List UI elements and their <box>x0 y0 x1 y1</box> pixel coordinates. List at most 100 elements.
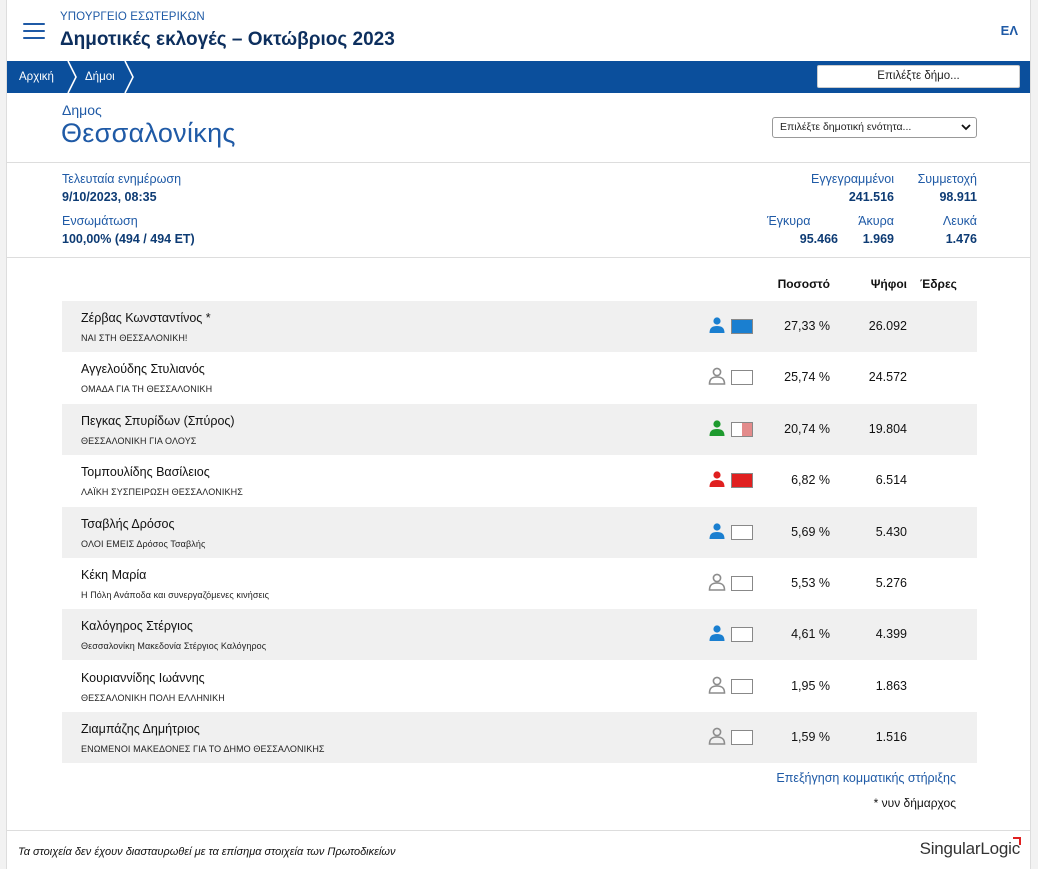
ministry-label: ΥΠΟΥΡΓΕΙΟ ΕΣΩΤΕΡΙΚΩΝ <box>60 11 205 23</box>
integration-label: Ενσωμάτωση <box>62 214 138 228</box>
candidate-list-name: ΕΝΩΜΕΝΟΙ ΜΑΚΕΔΟΝΕΣ ΓΙΑ ΤΟ ΔΗΜΟ ΘΕΣΣΑΛΟΝΙ… <box>81 744 325 754</box>
logo-text: SingularLogic <box>919 839 1021 858</box>
page: ΥΠΟΥΡΓΕΙΟ ΕΣΩΤΕΡΙΚΩΝ Δημοτικές εκλογές –… <box>6 0 1031 869</box>
party-support-swatch <box>731 679 753 694</box>
chevron-right-icon <box>124 61 134 93</box>
candidate-percent: 6,82 % <box>791 473 830 487</box>
invalid-label: Άκυρα <box>858 214 894 228</box>
candidate-votes: 5.430 <box>875 525 907 539</box>
candidate-votes: 1.516 <box>875 730 907 744</box>
candidate-row[interactable]: Κέκη Μαρία Η Πόλη Ανάποδα και συνεργαζόμε… <box>62 558 977 609</box>
party-support-swatch <box>731 730 753 745</box>
candidate-percent: 20,74 % <box>784 422 830 436</box>
turnout-value: 98.911 <box>939 190 977 204</box>
select-municipality-button[interactable]: Επιλέξτε δήμο... <box>817 65 1020 88</box>
candidate-percent: 27,33 % <box>784 319 830 333</box>
chevron-down-icon <box>961 124 971 131</box>
person-icon <box>708 727 726 745</box>
candidate-list-name: Θεσσαλονίκη Μακεδονία Στέργιος Καλόγηρος <box>81 641 267 651</box>
candidate-votes: 6.514 <box>875 473 907 487</box>
candidate-name: Τσαβλής Δρόσος <box>81 517 175 531</box>
person-icon <box>709 317 725 333</box>
app-header: ΥΠΟΥΡΓΕΙΟ ΕΣΩΤΕΡΙΚΩΝ Δημοτικές εκλογές –… <box>7 0 1030 61</box>
candidate-percent: 5,53 % <box>791 576 830 590</box>
valid-label: Έγκυρα <box>767 214 811 228</box>
candidate-name: Καλόγηρος Στέργιος <box>81 619 193 633</box>
candidate-votes: 26.092 <box>868 319 907 333</box>
blank-value: 1.476 <box>945 232 977 246</box>
page-title: Δημοτικές εκλογές – Οκτώβριος 2023 <box>60 29 395 50</box>
candidate-name: Τομπουλίδης Βασίλειος <box>81 465 210 479</box>
party-support-swatch <box>731 473 753 488</box>
candidate-votes: 5.276 <box>875 576 907 590</box>
singularlogic-logo: SingularLogic <box>919 837 1021 859</box>
chevron-right-icon <box>67 61 77 93</box>
party-support-swatch <box>731 319 753 334</box>
blank-label: Λευκά <box>942 214 977 228</box>
person-icon <box>708 573 726 591</box>
logo-mark-icon <box>1013 837 1021 845</box>
candidate-row[interactable]: Πεγκας Σπυρίδων (Σπύρος) ΘΕΣΣΑΛΟΝΙΚΗ ΓΙΑ … <box>62 404 977 455</box>
person-icon <box>709 523 725 539</box>
candidate-name: Πεγκας Σπυρίδων (Σπύρος) <box>81 414 235 428</box>
candidate-row[interactable]: Κουριαννίδης Ιωάννης ΘΕΣΣΑΛΟΝΙΚΗ ΠΟΛΗ ΕΛΛ… <box>62 661 977 712</box>
invalid-value: 1.969 <box>862 232 894 246</box>
breadcrumb: Αρχική Δήμοι Επιλέξτε δήμο... <box>7 61 1030 93</box>
candidate-percent: 1,59 % <box>791 730 830 744</box>
disclaimer-text: Τα στοιχεία δεν έχουν διασταυρωθεί με τα… <box>18 846 396 858</box>
candidate-name: Κέκη Μαρία <box>81 568 147 582</box>
person-icon <box>709 625 725 641</box>
candidate-percent: 25,74 % <box>784 370 830 384</box>
candidate-name: Ζέρβας Κωνσταντίνος * <box>81 311 211 325</box>
candidate-votes: 24.572 <box>868 370 907 384</box>
candidate-name: Αγγελούδης Στυλιανός <box>81 362 205 376</box>
candidate-votes: 4.399 <box>875 627 907 641</box>
candidate-list-name: ΘΕΣΣΑΛΟΝΙΚΗ ΓΙΑ ΟΛΟΥΣ <box>81 436 197 446</box>
candidate-list-name: Η Πόλη Ανάποδα και συνεργαζόμενες κινήσε… <box>81 590 270 600</box>
column-header-votes: Ψήφοι <box>870 277 907 291</box>
candidate-list-name: ΘΕΣΣΑΛΟΝΙΚΗ ΠΟΛΗ ΕΛΛΗΝΙΚΗ <box>81 693 225 703</box>
candidate-votes: 19.804 <box>868 422 907 436</box>
person-icon <box>708 367 726 385</box>
candidate-row[interactable]: Καλόγηρος Στέργιος Θεσσαλονίκη Μακεδονία … <box>62 609 977 660</box>
registered-label: Εγγεγραμμένοι <box>811 172 894 186</box>
candidate-name: Ζιαμπάζης Δημήτριος <box>81 722 200 736</box>
party-support-explanation-link[interactable]: Επεξήγηση κομματικής στήριξης <box>776 771 956 785</box>
party-support-swatch <box>731 525 753 540</box>
party-support-swatch <box>731 370 753 385</box>
candidate-list-name: ΟΜΑΔΑ ΓΙΑ ΤΗ ΘΕΣΣΑΛΟΝΙΚΗ <box>81 384 213 394</box>
candidate-name: Κουριαννίδης Ιωάννης <box>81 671 205 685</box>
candidate-row[interactable]: Ζέρβας Κωνσταντίνος * ΝΑΙ ΣΤΗ ΘΕΣΣΑΛΟΝΙΚΗ… <box>62 301 977 352</box>
candidate-list-name: ΟΛΟΙ ΕΜΕΙΣ Δρόσος Τσαβλής <box>81 539 206 549</box>
last-update-value: 9/10/2023, 08:35 <box>62 190 157 204</box>
language-switch[interactable]: ΕΛ <box>1000 23 1018 38</box>
party-support-swatch <box>731 422 753 437</box>
candidate-list-name: ΝΑΙ ΣΤΗ ΘΕΣΣΑΛΟΝΙΚΗ! <box>81 333 188 343</box>
candidate-row[interactable]: Ζιαμπάζης Δημήτριος ΕΝΩΜΕΝΟΙ ΜΑΚΕΔΟΝΕΣ ΓΙ… <box>62 712 977 763</box>
person-icon <box>709 471 725 487</box>
party-support-swatch <box>731 576 753 591</box>
party-support-swatch <box>731 627 753 642</box>
person-icon <box>708 676 726 694</box>
divider <box>7 257 1030 258</box>
candidate-percent: 5,69 % <box>791 525 830 539</box>
candidate-row[interactable]: Τομπουλίδης Βασίλειος ΛΑΪΚΗ ΣΥΣΠΕΙΡΩΣΗ ΘΕ… <box>62 455 977 506</box>
footer: Τα στοιχεία δεν έχουν διασταυρωθεί με τα… <box>7 830 1030 869</box>
municipality-label: Δημος <box>62 102 102 118</box>
municipality-name: Θεσσαλονίκης <box>61 118 236 148</box>
breadcrumb-municipalities[interactable]: Δήμοι <box>85 71 115 83</box>
turnout-label: Συμμετοχή <box>917 172 977 186</box>
candidate-row[interactable]: Αγγελούδης Στυλιανός ΟΜΑΔΑ ΓΙΑ ΤΗ ΘΕΣΣΑΛΟ… <box>62 352 977 403</box>
municipal-unit-select-value: Επιλέξτε δημοτική ενότητα... <box>780 121 912 133</box>
municipal-unit-select[interactable]: Επιλέξτε δημοτική ενότητα... <box>772 117 977 138</box>
last-update-label: Τελευταία ενημέρωση <box>62 172 182 186</box>
candidate-row[interactable]: Τσαβλής Δρόσος ΟΛΟΙ ΕΜΕΙΣ Δρόσος Τσαβλής 5… <box>62 507 977 558</box>
valid-value: 95.466 <box>799 232 838 246</box>
candidate-percent: 4,61 % <box>791 627 830 641</box>
registered-value: 241.516 <box>848 190 894 204</box>
breadcrumb-home[interactable]: Αρχική <box>19 71 54 83</box>
column-header-percent: Ποσοστό <box>777 277 830 291</box>
candidate-list-name: ΛΑΪΚΗ ΣΥΣΠΕΙΡΩΣΗ ΘΕΣΣΑΛΟΝΙΚΗΣ <box>81 487 243 497</box>
person-icon <box>709 420 725 436</box>
hamburger-icon[interactable] <box>23 23 45 39</box>
